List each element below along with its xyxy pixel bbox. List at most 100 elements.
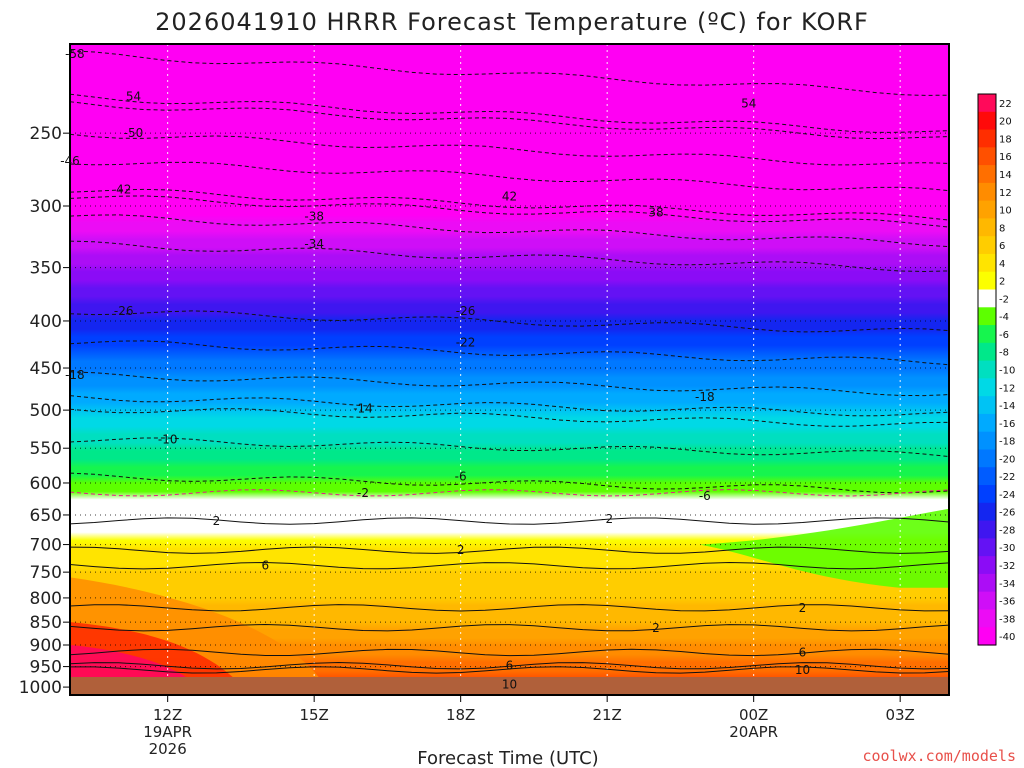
colorbar-label: -8 bbox=[999, 348, 1009, 359]
contour-label: -38 bbox=[304, 210, 324, 224]
colorbar-label: -30 bbox=[999, 543, 1015, 554]
plot-area bbox=[70, 44, 949, 695]
contour-line bbox=[70, 666, 949, 674]
colorbar-label: -34 bbox=[999, 579, 1015, 590]
x-tick-label: 03Z bbox=[885, 706, 914, 724]
colorbar-swatch bbox=[978, 165, 996, 184]
contour-label: 6 bbox=[799, 645, 807, 659]
contour-label: -14 bbox=[353, 402, 373, 416]
contour-label: 10 bbox=[795, 663, 810, 677]
x-tick-label: 18Z bbox=[446, 706, 475, 724]
contour-line bbox=[70, 604, 949, 612]
contour-label: -6 bbox=[699, 489, 711, 503]
y-tick-label: 600 bbox=[30, 474, 62, 494]
contour-label: 2 bbox=[799, 601, 807, 615]
contour-label: -50 bbox=[124, 126, 144, 140]
y-axis: 250 300 350 400 450 500 550 600 650 700 750 800 850 9… bbox=[19, 124, 70, 698]
colorbar-label: -26 bbox=[999, 508, 1015, 519]
contour-label: -46 bbox=[60, 154, 80, 168]
contour-label: 38 bbox=[648, 206, 663, 220]
contour-label: 54 bbox=[741, 96, 756, 110]
colorbar-swatch bbox=[978, 609, 996, 628]
colorbar-swatch bbox=[978, 502, 996, 522]
ground-layer bbox=[70, 677, 949, 695]
colorbar-swatch bbox=[978, 129, 996, 148]
colorbar-swatch bbox=[978, 396, 996, 415]
y-tick-label: 750 bbox=[30, 563, 62, 583]
colorbar-legend: 22 20 18 16 14 12 10 8 6 4 2 -2 -4 -6 -8 -10 -12 -14 -16 -1… bbox=[977, 93, 1015, 646]
colorbar-swatch bbox=[978, 182, 996, 202]
contour-label: 6 bbox=[262, 559, 270, 573]
colorbar-swatch bbox=[978, 307, 996, 326]
colorbar-label: -18 bbox=[999, 437, 1015, 448]
colorbar-swatch bbox=[978, 253, 996, 273]
chart-title: 2026041910 HRRR Forecast Temperature (ºC… bbox=[155, 8, 869, 36]
contour-line bbox=[70, 546, 949, 554]
contour-line bbox=[70, 50, 949, 96]
x-tick-sublabel-year: 2026 bbox=[149, 740, 187, 758]
colorbar-swatch bbox=[978, 111, 996, 131]
y-tick-label: 450 bbox=[30, 359, 62, 379]
contour-label: -18 bbox=[695, 390, 715, 404]
colorbar-swatch bbox=[978, 94, 996, 113]
y-tick-label: 700 bbox=[30, 536, 62, 556]
colorbar-label: 8 bbox=[999, 223, 1005, 234]
contour-label: -6 bbox=[455, 469, 467, 483]
colorbar-swatch bbox=[978, 342, 996, 362]
colorbar-swatch bbox=[978, 538, 996, 557]
colorbar-swatch bbox=[978, 360, 996, 379]
contour-label: 2 bbox=[457, 543, 465, 557]
y-tick-label: 500 bbox=[30, 401, 62, 421]
colorbar-swatch bbox=[978, 271, 996, 291]
colorbar-swatch bbox=[978, 236, 996, 255]
x-tick-sublabel: 20APR bbox=[729, 723, 778, 741]
contour-label: -18 bbox=[65, 368, 85, 382]
colorbar-swatch bbox=[978, 591, 996, 611]
contour-label: 2 bbox=[652, 621, 660, 635]
contour-label: -34 bbox=[304, 237, 324, 251]
contour-label: 42 bbox=[502, 190, 517, 204]
colorbar-swatch bbox=[978, 200, 996, 220]
y-tick-label: 400 bbox=[30, 312, 62, 332]
contour-label: 10 bbox=[502, 677, 517, 691]
colorbar-label: 10 bbox=[999, 206, 1012, 217]
contour-line bbox=[70, 648, 949, 657]
colorbar-swatch bbox=[978, 449, 996, 468]
colorbar-swatch bbox=[978, 573, 996, 593]
contour-label: -2 bbox=[357, 486, 369, 500]
contour-label: -26 bbox=[456, 304, 476, 318]
contour-line bbox=[70, 561, 949, 570]
colorbar-label: 22 bbox=[999, 99, 1012, 110]
colorbar-label: -2 bbox=[999, 294, 1009, 305]
y-tick-label: 650 bbox=[30, 506, 62, 526]
x-tick-label: 00Z bbox=[739, 706, 768, 724]
y-tick-label: 800 bbox=[30, 589, 62, 609]
y-tick-label: 950 bbox=[30, 658, 62, 678]
colorbar-swatch bbox=[978, 147, 996, 166]
colorbar-swatch bbox=[978, 520, 996, 539]
colorbar-label: -24 bbox=[999, 490, 1015, 501]
y-tick-label: 900 bbox=[30, 636, 62, 656]
contour-label: -10 bbox=[158, 432, 178, 446]
x-tick-label: 21Z bbox=[592, 706, 621, 724]
y-tick-label: 850 bbox=[30, 613, 62, 633]
colorbar-label: 16 bbox=[999, 152, 1012, 163]
contour-line bbox=[70, 93, 949, 133]
colorbar-label: -22 bbox=[999, 472, 1015, 483]
y-tick-label: 250 bbox=[30, 124, 62, 144]
colorbar-swatch bbox=[978, 218, 996, 237]
colorbar-label: 18 bbox=[999, 134, 1012, 145]
temperature-field bbox=[70, 44, 949, 695]
colorbar-label: -38 bbox=[999, 614, 1015, 625]
colorbar-label: -12 bbox=[999, 383, 1015, 394]
contour-label: -58 bbox=[65, 47, 85, 61]
colorbar-label: 6 bbox=[999, 241, 1005, 252]
colorbar-label: 2 bbox=[999, 277, 1005, 288]
colorbar-swatch bbox=[978, 556, 996, 575]
contour-line bbox=[70, 517, 949, 525]
colorbar-label: 12 bbox=[999, 188, 1012, 199]
colorbar-label: -4 bbox=[999, 312, 1009, 323]
colorbar-label: -14 bbox=[999, 401, 1015, 412]
